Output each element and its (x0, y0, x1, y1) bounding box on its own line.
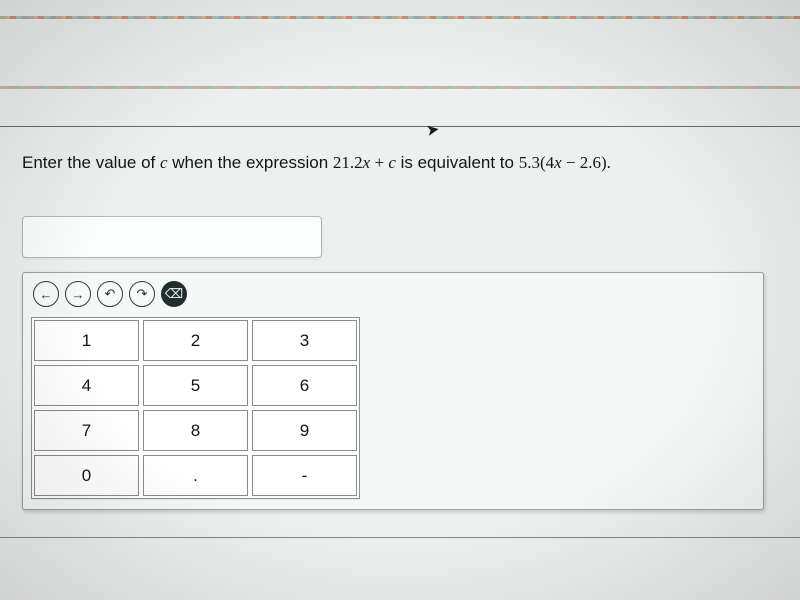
content-divider (0, 126, 800, 127)
key-6[interactable]: 6 (252, 365, 357, 406)
key-2[interactable]: 2 (143, 320, 248, 361)
arrow-right-icon: → (72, 287, 85, 302)
keypad-panel: ← → ↶ ↷ ⌫ 1 2 3 4 5 6 7 (22, 272, 764, 510)
keypad-row: 4 5 6 (32, 363, 359, 408)
question-expr2: 5.3(4x − 2.6). (519, 153, 611, 172)
keypad-row: 0 . - (32, 453, 359, 498)
undo-icon: ↶ (105, 286, 116, 302)
arrow-right-button[interactable]: → (65, 281, 91, 307)
question-area: Enter the value of c when the expression… (22, 150, 778, 258)
key-9[interactable]: 9 (252, 410, 357, 451)
key-0[interactable]: 0 (34, 455, 139, 496)
question-text: Enter the value of c when the expression… (22, 150, 778, 176)
undo-button[interactable]: ↶ (97, 281, 123, 307)
key-minus[interactable]: - (252, 455, 357, 496)
bottom-divider (0, 537, 800, 538)
keypad-toolbar: ← → ↶ ↷ ⌫ (23, 273, 763, 313)
key-3[interactable]: 3 (252, 320, 357, 361)
key-8[interactable]: 8 (143, 410, 248, 451)
arrow-left-button[interactable]: ← (33, 281, 59, 307)
keypad-grid: 1 2 3 4 5 6 7 8 9 0 . - (31, 317, 360, 499)
key-5[interactable]: 5 (143, 365, 248, 406)
question-var-c: c (160, 153, 168, 172)
question-expr1: 21.2x + c (333, 153, 396, 172)
key-1[interactable]: 1 (34, 320, 139, 361)
keypad-row: 7 8 9 (32, 408, 359, 453)
redo-icon: ↷ (137, 286, 148, 302)
decorative-border-top (0, 16, 800, 19)
question-mid2: is equivalent to (396, 153, 519, 172)
redo-button[interactable]: ↷ (129, 281, 155, 307)
decorative-border-second (0, 86, 800, 89)
keypad-row: 1 2 3 (32, 318, 359, 363)
mouse-cursor-icon: ➤ (424, 119, 441, 141)
backspace-button[interactable]: ⌫ (161, 281, 187, 307)
key-4[interactable]: 4 (34, 365, 139, 406)
answer-input[interactable] (22, 216, 322, 258)
backspace-icon: ⌫ (165, 286, 183, 302)
key-7[interactable]: 7 (34, 410, 139, 451)
arrow-left-icon: ← (40, 287, 53, 302)
question-prefix: Enter the value of (22, 153, 160, 172)
question-mid1: when the expression (168, 153, 333, 172)
keypad-inner: 1 2 3 4 5 6 7 8 9 0 . - (23, 313, 763, 509)
key-decimal[interactable]: . (143, 455, 248, 496)
